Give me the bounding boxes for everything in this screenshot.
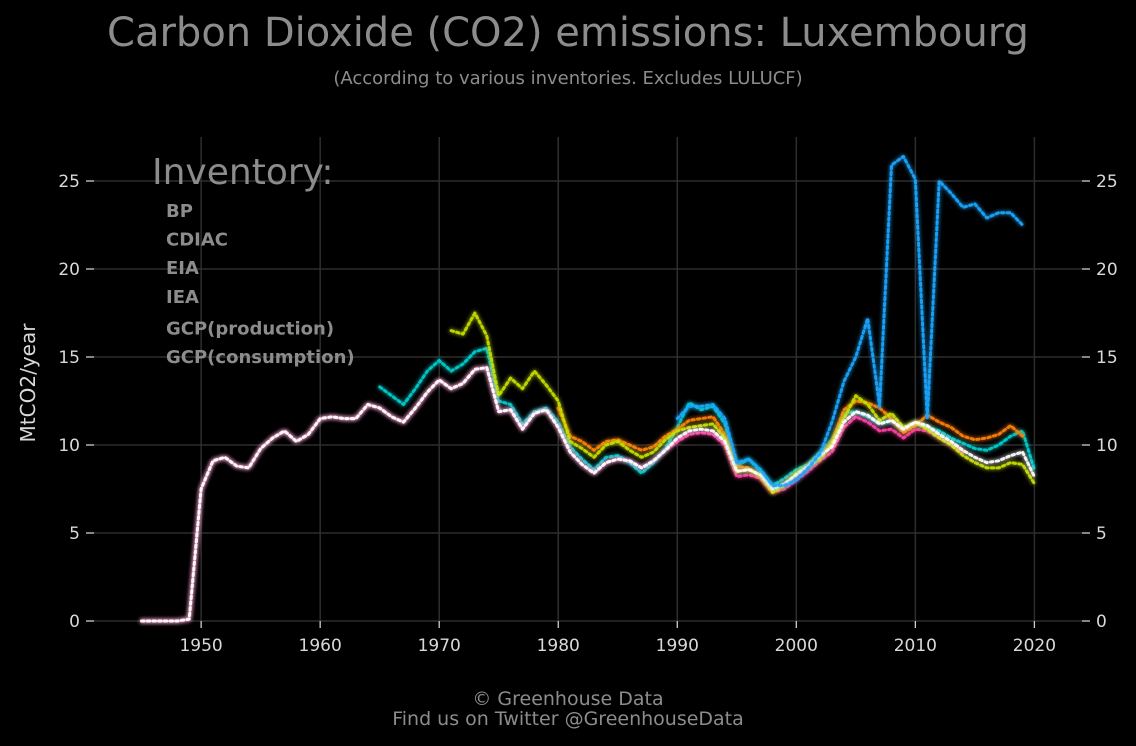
- legend: Inventory: BP CDIAC EIA IEA GCP(production) G…: [106, 152, 355, 368]
- x-tick-label: 1950: [179, 636, 222, 656]
- chart-subtitle: (According to various inventories. Exclu…: [333, 68, 803, 89]
- y-tick-label-right: 10: [1096, 436, 1118, 456]
- grid-lines: [94, 137, 1082, 622]
- series-lines: [140, 154, 1036, 623]
- series-line-gcp-production: [140, 366, 1036, 623]
- y-tick-label-right: 20: [1096, 260, 1118, 280]
- y-axis-label: MtCO2/year: [16, 323, 40, 443]
- legend-label-gcp-production: GCP(production): [166, 318, 334, 339]
- x-tick-label: 1990: [656, 636, 699, 656]
- y-tick-label-left: 25: [58, 172, 80, 192]
- legend-label-iea: IEA: [166, 287, 199, 308]
- legend-label-gcp-consumption: GCP(consumption): [166, 347, 355, 368]
- legend-label-eia: EIA: [166, 258, 199, 279]
- chart-title: Carbon Dioxide (CO2) emissions: Luxembou…: [107, 10, 1029, 56]
- x-tick-label: 2010: [894, 636, 937, 656]
- legend-label-cdiac: CDIAC: [166, 230, 228, 251]
- y-tick-label-left: 15: [58, 348, 80, 368]
- y-tick-label-right: 5: [1096, 524, 1107, 544]
- x-tick-label: 1970: [418, 636, 461, 656]
- y-tick-label-left: 20: [58, 260, 80, 280]
- x-tick-label: 2000: [775, 636, 818, 656]
- footer-twitter: Find us on Twitter @GreenhouseData: [392, 708, 744, 730]
- y-tick-label-right: 15: [1096, 348, 1118, 368]
- y-tick-label-right: 25: [1096, 172, 1118, 192]
- footer-copyright: © Greenhouse Data: [472, 688, 664, 710]
- y-tick-label-right: 0: [1096, 612, 1107, 632]
- x-tick-label: 1980: [537, 636, 580, 656]
- x-tick-label: 2020: [1013, 636, 1056, 656]
- series-line-cdiac: [140, 366, 965, 623]
- y-tick-label-left: 0: [69, 612, 80, 632]
- y-tick-label-left: 10: [58, 436, 80, 456]
- x-tick-label: 1960: [299, 636, 342, 656]
- legend-title: Inventory:: [152, 152, 333, 193]
- series-line-gcp-consumption: [675, 154, 1024, 487]
- legend-label-bp: BP: [166, 201, 193, 222]
- y-tick-label-left: 5: [69, 524, 80, 544]
